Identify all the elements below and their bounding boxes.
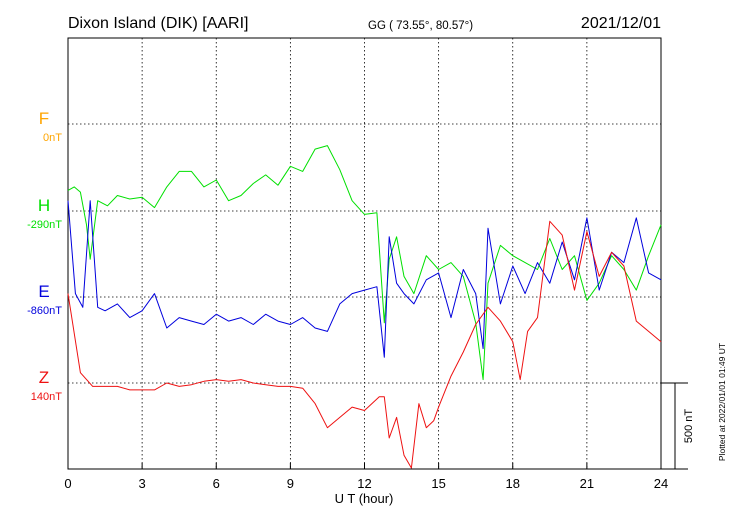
baseline-label-F: 0nT (43, 132, 62, 144)
x-tick-label: 12 (357, 476, 371, 491)
series-label-Z: Z (39, 368, 49, 387)
station-coordinates: GG ( 73.55°, 80.57°) (368, 20, 473, 32)
baseline-label-E: -860nT (27, 305, 62, 317)
scale-bar-label: 500 nT (683, 409, 695, 444)
plotted-timestamp: Plotted at 2022/01/01 01:49 UT (717, 343, 727, 461)
series-line-Z (67, 220, 662, 469)
x-tick-label: 15 (431, 476, 445, 491)
x-tick-label: 0 (64, 476, 71, 491)
x-tick-label: 24 (654, 476, 668, 491)
baseline-label-Z: 140nT (31, 391, 62, 403)
chart-title: Dixon Island (DIK) [AARI] (68, 15, 249, 32)
x-tick-label: 3 (139, 476, 146, 491)
chart-date: 2021/12/01 (581, 15, 661, 32)
series-line-E (67, 200, 662, 358)
series-label-F: F (39, 109, 49, 128)
x-tick-label: 18 (506, 476, 520, 491)
grid (68, 38, 661, 469)
series-lines (67, 145, 662, 469)
x-axis-label: U T (hour) (335, 491, 394, 506)
x-axis-ticks: 0 3 6 9 12 15 18 21 24 (64, 463, 668, 491)
series-label-H: H (38, 196, 50, 215)
scale-bar: 500 nT (661, 382, 695, 470)
baseline-label-H: -290nT (27, 219, 62, 231)
series-label-E: E (38, 282, 49, 301)
x-tick-label: 6 (213, 476, 220, 491)
series-line-H (67, 145, 662, 381)
x-tick-label: 9 (287, 476, 294, 491)
x-tick-label: 21 (580, 476, 594, 491)
